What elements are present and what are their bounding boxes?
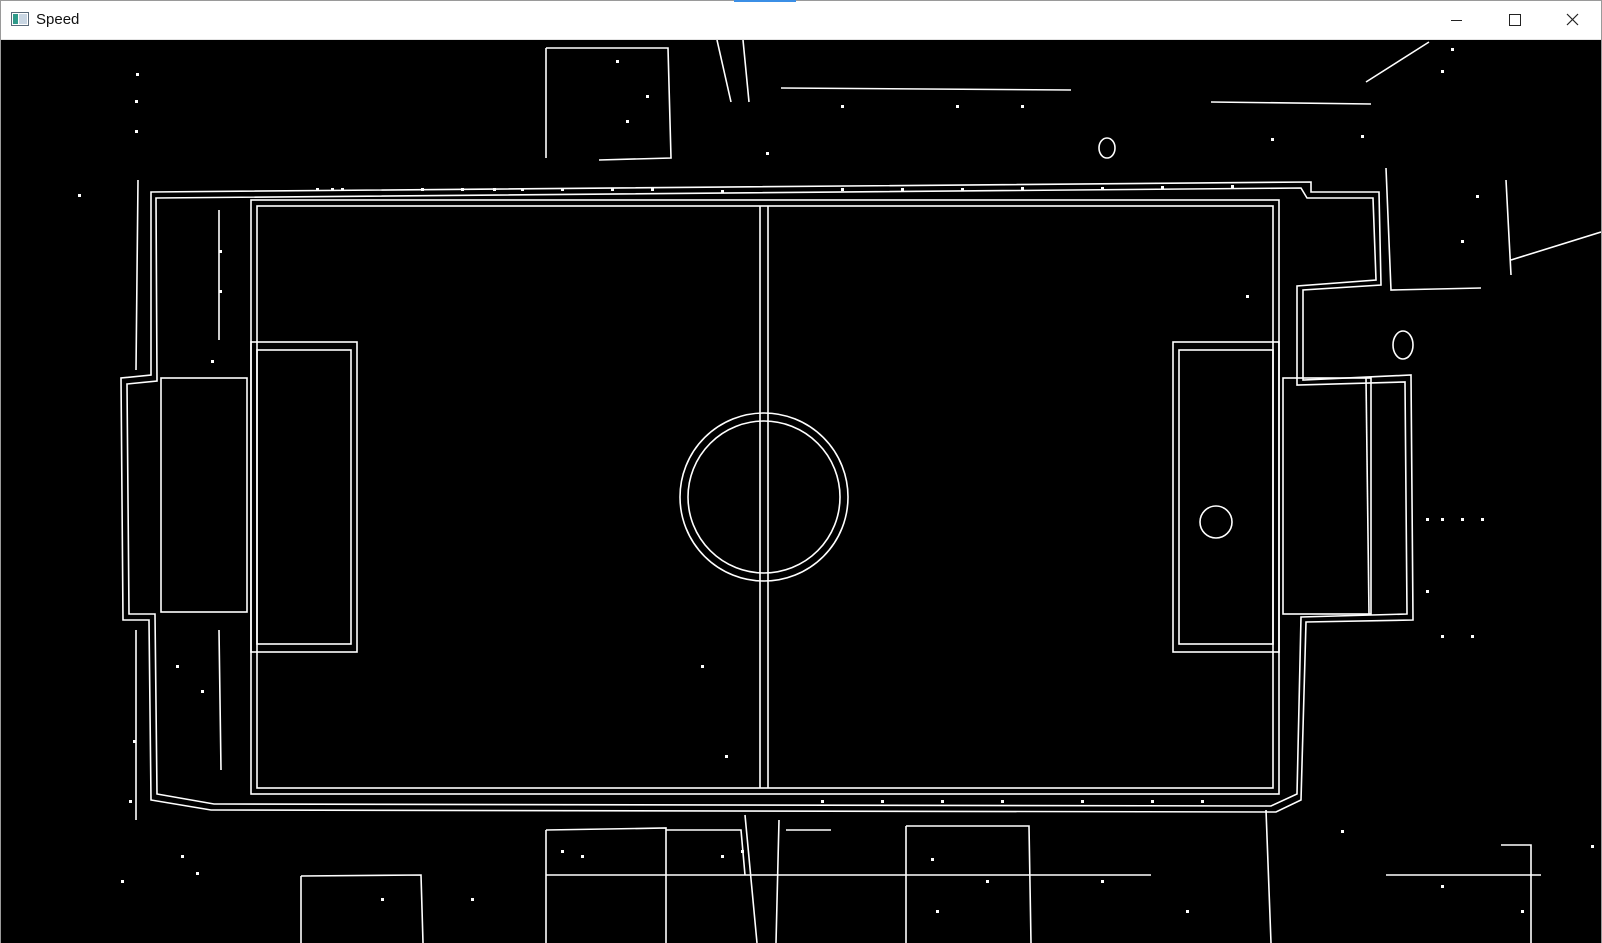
top-right-edge <box>1210 41 1601 291</box>
edge-image <box>78 40 1601 943</box>
centre-circle-inner <box>687 420 841 574</box>
top-building-edge <box>546 47 672 161</box>
minimize-button[interactable] <box>1428 1 1486 39</box>
right-blob <box>1392 330 1414 360</box>
pitch-outline-outer <box>250 199 1280 795</box>
penalty-spot-right <box>1199 505 1233 539</box>
right-goal-line <box>1365 377 1370 615</box>
right-goal-area <box>1282 377 1372 615</box>
centre-circle-outer <box>679 412 849 582</box>
top-blob <box>1098 137 1116 159</box>
app-window-icon[interactable] <box>11 12 29 26</box>
bottom-road-edges <box>744 814 780 943</box>
edge-noise <box>78 48 1594 913</box>
left-penalty-area-outer <box>250 341 358 653</box>
outer-boundary-edge-inner <box>126 187 1408 807</box>
maximize-icon <box>1509 14 1521 26</box>
pitch-outline-inner <box>256 205 1274 789</box>
left-goal-area <box>160 377 248 613</box>
left-penalty-area-inner <box>256 349 352 645</box>
close-button[interactable] <box>1544 1 1602 39</box>
bottom-block-edges <box>300 809 1541 943</box>
right-penalty-area-inner <box>1178 349 1274 645</box>
edge-image-canvas <box>1 40 1601 943</box>
title-bar[interactable]: Speed <box>1 0 1602 40</box>
close-icon <box>1566 13 1579 26</box>
minimize-icon <box>1451 20 1462 21</box>
outer-boundary-edge <box>120 181 1414 813</box>
window-title: Speed <box>36 11 80 28</box>
top-road-edge <box>716 40 1072 103</box>
right-penalty-area-outer <box>1172 341 1280 653</box>
title-bar-accent <box>734 0 796 2</box>
maximize-button[interactable] <box>1486 1 1544 39</box>
left-vertical-edges <box>135 179 222 820</box>
